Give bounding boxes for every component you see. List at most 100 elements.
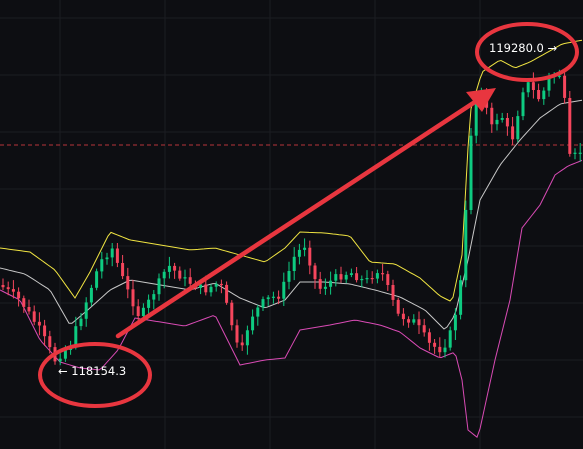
candle-body: [266, 297, 270, 300]
candle-body: [422, 325, 426, 333]
candle-body: [74, 326, 78, 346]
candle-body: [287, 271, 291, 282]
candle-body: [578, 152, 582, 154]
candle-body: [360, 279, 364, 281]
candle-body: [282, 281, 286, 299]
candle-body: [6, 287, 10, 290]
candle-body: [32, 311, 36, 322]
candle-body: [542, 90, 546, 100]
candle-body: [188, 277, 192, 284]
candle-body: [115, 248, 119, 263]
candle-body: [375, 273, 379, 279]
trend-arrow-head: [466, 88, 496, 112]
candle-body: [235, 325, 239, 343]
candle-body: [209, 286, 213, 293]
candle-body: [323, 286, 327, 289]
candle-body: [261, 299, 265, 308]
candle-body: [547, 76, 551, 91]
candle-body: [339, 274, 343, 280]
left-arrow-icon: ←: [58, 364, 68, 378]
right-arrow-icon: →: [547, 41, 558, 55]
candle-body: [459, 280, 463, 315]
candle-body: [173, 265, 177, 271]
candle-body: [256, 307, 260, 317]
candle-body: [245, 330, 249, 346]
candle-body: [141, 307, 145, 316]
candle-body: [344, 274, 348, 280]
candle-body: [537, 90, 541, 100]
candle-body: [500, 118, 504, 120]
candle-body: [95, 271, 99, 288]
candle-body: [136, 306, 140, 316]
candle-body: [495, 119, 499, 125]
candle-body: [433, 342, 437, 347]
candles: [1, 69, 582, 366]
candle-body: [121, 263, 125, 277]
candle-body: [318, 279, 322, 289]
high-price-value: 119280.0: [489, 41, 544, 55]
candle-body: [63, 350, 67, 359]
candle-body: [204, 284, 208, 293]
bollinger-middle-band: [0, 99, 583, 330]
candle-body: [469, 135, 473, 210]
low-price-label: ← 118154.3: [58, 364, 126, 378]
candle-body: [157, 278, 161, 295]
candle-body: [27, 307, 31, 312]
candle-body: [381, 273, 385, 275]
candle-body: [303, 247, 307, 250]
low-price-value: 118154.3: [71, 364, 127, 378]
candle-body: [521, 92, 525, 117]
candle-body: [490, 107, 494, 125]
candle-body: [167, 265, 171, 272]
candle-body: [126, 276, 130, 290]
candle-body: [391, 285, 395, 300]
candle-body: [365, 278, 369, 280]
candle-body: [464, 209, 468, 281]
candle-body: [199, 284, 203, 288]
candle-body: [313, 265, 317, 280]
candle-body: [162, 271, 166, 279]
bollinger-lower-band: [0, 159, 583, 439]
candle-body: [214, 283, 218, 287]
candle-body: [230, 302, 234, 326]
candle-body: [511, 126, 515, 140]
candle-body: [147, 299, 151, 308]
low-highlight-circle: [38, 342, 152, 408]
candle-body: [251, 316, 255, 331]
candle-body: [557, 75, 561, 77]
candle-body: [183, 277, 187, 279]
candle-body: [386, 274, 390, 285]
candle-body: [443, 347, 447, 353]
candle-body: [89, 287, 93, 303]
candle-body: [568, 98, 572, 154]
candle-body: [355, 273, 359, 281]
candle-body: [573, 152, 577, 154]
candle-body: [505, 118, 509, 127]
candle-body: [427, 332, 431, 343]
candle-body: [401, 313, 405, 320]
candle-body: [271, 296, 275, 298]
candle-body: [526, 82, 530, 93]
candle-body: [448, 330, 452, 348]
candle-body: [308, 247, 312, 266]
candle-body: [22, 298, 26, 307]
candle-body: [84, 302, 88, 319]
candle-body: [417, 319, 421, 326]
trend-arrow: [115, 93, 487, 339]
candle-body: [152, 294, 156, 300]
candle-body: [563, 75, 567, 98]
candle-body: [225, 284, 229, 303]
high-price-label: 119280.0 →: [489, 41, 557, 55]
candle-body: [11, 289, 15, 292]
candle-body: [407, 319, 411, 323]
candle-body: [43, 325, 47, 337]
candle-body: [453, 314, 457, 331]
candle-body: [474, 101, 478, 136]
candle-body: [329, 280, 333, 287]
candle-body: [48, 336, 52, 348]
candle-body: [277, 296, 281, 299]
candle-body: [79, 318, 83, 327]
candle-body: [105, 257, 109, 260]
